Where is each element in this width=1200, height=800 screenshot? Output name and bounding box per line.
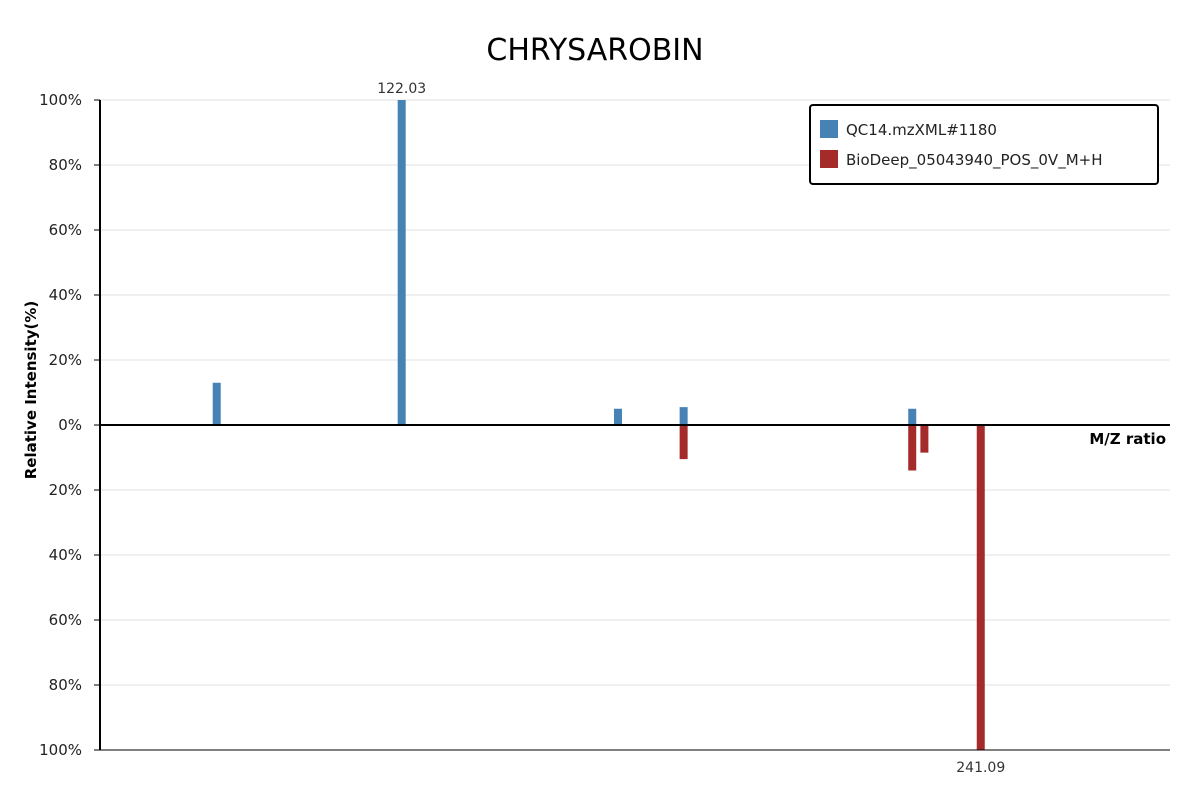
peak-bar-reference	[976, 425, 985, 750]
y-tick-label: 20%	[49, 351, 82, 369]
peak-mz-label: 241.09	[956, 760, 1005, 776]
peak-bar-query	[908, 408, 917, 425]
legend-label-query: QC14.mzXML#1180	[846, 121, 997, 139]
axes	[99, 100, 1170, 751]
peak-bar-reference	[908, 425, 917, 471]
peak-mz-label: 122.03	[377, 81, 426, 97]
y-ticks: 100% 80% 60% 40% 20% 0% 20% 40% 60% 80% 100%	[39, 91, 100, 759]
legend-swatch-reference	[820, 150, 838, 168]
legend: QC14.mzXML#1180 BioDeep_05043940_POS_0V_…	[809, 104, 1159, 185]
legend-swatch-query	[820, 120, 838, 138]
y-tick-label: 100%	[39, 741, 82, 759]
y-tick-label: 60%	[49, 611, 82, 629]
y-tick-label: 60%	[49, 221, 82, 239]
y-tick-label: 100%	[39, 91, 82, 109]
y-tick-label: 80%	[49, 156, 82, 174]
peak-bar-query	[679, 407, 688, 425]
peak-labels: 122.03 241.09	[377, 81, 1005, 776]
y-tick-label: 20%	[49, 481, 82, 499]
y-tick-label: 0%	[58, 416, 82, 434]
y-tick-label: 80%	[49, 676, 82, 694]
y-tick-label: 40%	[49, 546, 82, 564]
peak-bar-query	[212, 382, 221, 425]
peak-bars	[212, 100, 985, 750]
peak-bar-reference	[920, 425, 929, 453]
peak-bar-query	[613, 408, 622, 425]
chart-title: CHRYSAROBIN	[486, 33, 703, 68]
legend-box	[809, 104, 1159, 185]
x-axis-title: M/Z ratio	[1089, 430, 1166, 448]
peak-bar-query	[397, 100, 406, 425]
peak-bar-reference	[679, 425, 688, 460]
y-tick-label: 40%	[49, 286, 82, 304]
y-axis-title: Relative Intensity(%)	[22, 301, 40, 480]
legend-label-reference: BioDeep_05043940_POS_0V_M+H	[846, 151, 1102, 170]
